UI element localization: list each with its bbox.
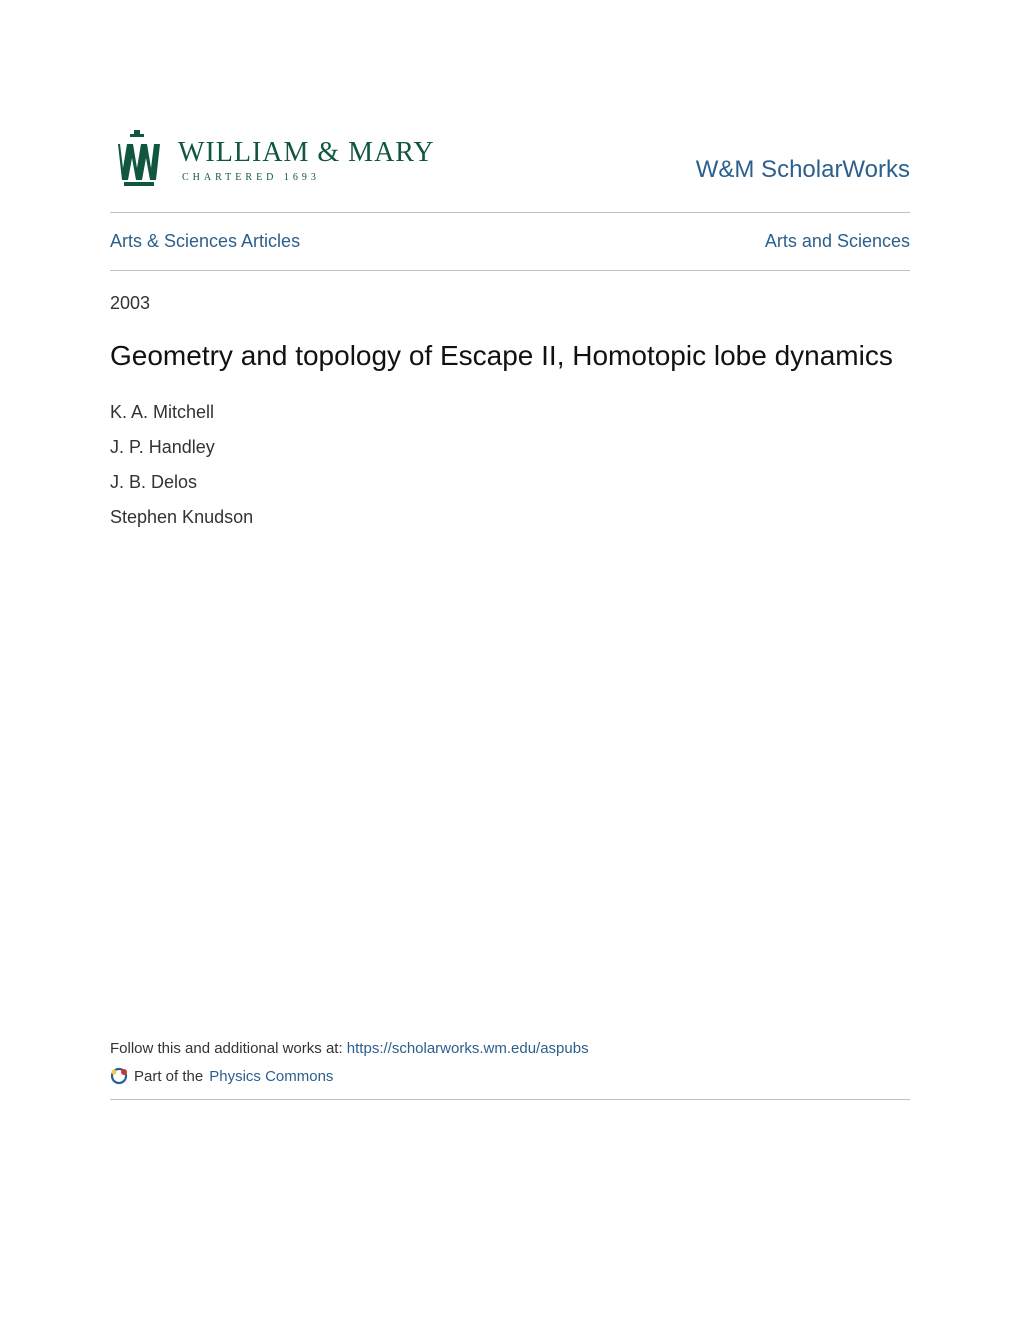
logo-text-block: WILLIAM & MARY CHARTERED 1693 [178,139,435,183]
author-name: J. P. Handley [110,437,910,458]
author-name: Stephen Knudson [110,507,910,528]
divider-nav [110,270,910,271]
paper-title: Geometry and topology of Escape II, Homo… [110,338,910,374]
footer-area: Follow this and additional works at: htt… [110,1040,910,1100]
nav-collection-link[interactable]: Arts & Sciences Articles [110,231,300,252]
author-name: J. B. Delos [110,472,910,493]
nav-parent-link[interactable]: Arts and Sciences [765,231,910,252]
follow-prefix: Follow this and additional works at: [110,1040,347,1057]
publication-year: 2003 [110,293,910,314]
author-name: K. A. Mitchell [110,402,910,423]
divider-footer [110,1099,910,1100]
follow-url-link[interactable]: https://scholarworks.wm.edu/aspubs [347,1040,589,1057]
commons-network-icon [110,1067,128,1085]
chartered-text: CHARTERED 1693 [182,173,435,183]
partof-commons-link[interactable]: Physics Commons [209,1068,333,1085]
follow-text: Follow this and additional works at: htt… [110,1040,910,1057]
wm-cipher-icon [110,130,164,192]
institution-wordmark: WILLIAM & MARY [178,139,435,167]
institution-logo[interactable]: WILLIAM & MARY CHARTERED 1693 [110,130,435,192]
partof-row: Part of the Physics Commons [110,1067,910,1085]
scholarworks-link[interactable]: W&M ScholarWorks [696,156,910,192]
breadcrumb-nav: Arts & Sciences Articles Arts and Scienc… [110,213,910,270]
header-row: WILLIAM & MARY CHARTERED 1693 W&M Schola… [110,130,910,192]
partof-prefix: Part of the [134,1068,203,1085]
